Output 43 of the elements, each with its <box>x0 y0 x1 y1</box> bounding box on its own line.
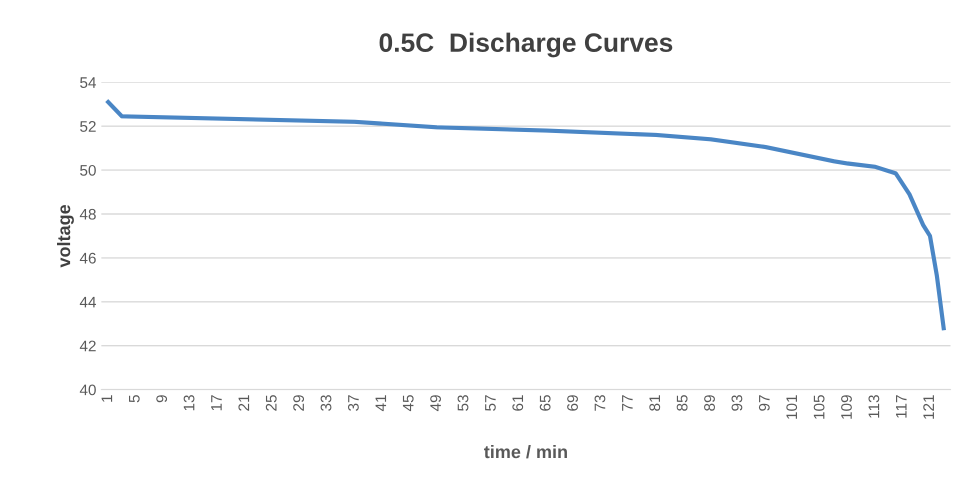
y-tick-label: 54 <box>80 77 96 88</box>
y-tick-label: 52 <box>80 121 96 132</box>
x-tick-label: 117 <box>896 395 907 418</box>
x-tick-label: 113 <box>868 395 880 418</box>
y-tick-label: 44 <box>80 296 96 308</box>
x-tick-label: 101 <box>786 395 798 419</box>
x-tick-label: 73 <box>594 395 606 411</box>
x-tick-label: 121 <box>923 395 934 419</box>
y-axis-title: voltage <box>57 204 74 268</box>
y-tick-label: 46 <box>80 252 96 264</box>
x-tick-label: 37 <box>348 395 359 411</box>
x-tick-label: 69 <box>567 395 578 411</box>
x-tick-label: 65 <box>540 395 551 411</box>
y-tick-label: 48 <box>80 208 96 220</box>
x-tick-label: 81 <box>649 395 660 411</box>
x-tick-label: 61 <box>512 395 524 411</box>
x-tick-label: 9 <box>156 395 168 402</box>
x-tick-label: 33 <box>320 395 332 411</box>
x-tick-label: 49 <box>430 395 441 412</box>
x-tick-label: 25 <box>266 395 277 411</box>
x-tick-label: 97 <box>758 395 770 411</box>
line-series <box>106 100 946 330</box>
y-tick-label: 40 <box>80 384 96 396</box>
x-tick-label: 85 <box>676 395 688 411</box>
x-tick-label: 41 <box>376 395 386 412</box>
x-tick-label: 77 <box>622 395 633 411</box>
x-tick-label: 29 <box>293 395 304 411</box>
y-tick-label: 42 <box>80 340 96 352</box>
x-tick-label: 53 <box>458 395 468 411</box>
x-tick-label: 5 <box>129 395 140 402</box>
x-tick-label: 13 <box>184 395 194 410</box>
chart-title: 0.5C Discharge Curves <box>380 32 672 58</box>
x-tick-label: 45 <box>402 395 414 412</box>
x-tick-label: 17 <box>211 395 222 410</box>
x-tick-label: 89 <box>704 395 715 411</box>
x-tick-label: 109 <box>841 395 852 419</box>
x-tick-label: 93 <box>732 395 742 411</box>
y-tick-label: 50 <box>80 164 96 176</box>
x-tick-label: 21 <box>238 395 250 411</box>
x-tick-label: 105 <box>814 395 825 419</box>
x-axis-title: time / min <box>484 444 567 458</box>
x-tick-label: 57 <box>485 395 496 411</box>
x-tick-label: 1 <box>102 395 112 402</box>
